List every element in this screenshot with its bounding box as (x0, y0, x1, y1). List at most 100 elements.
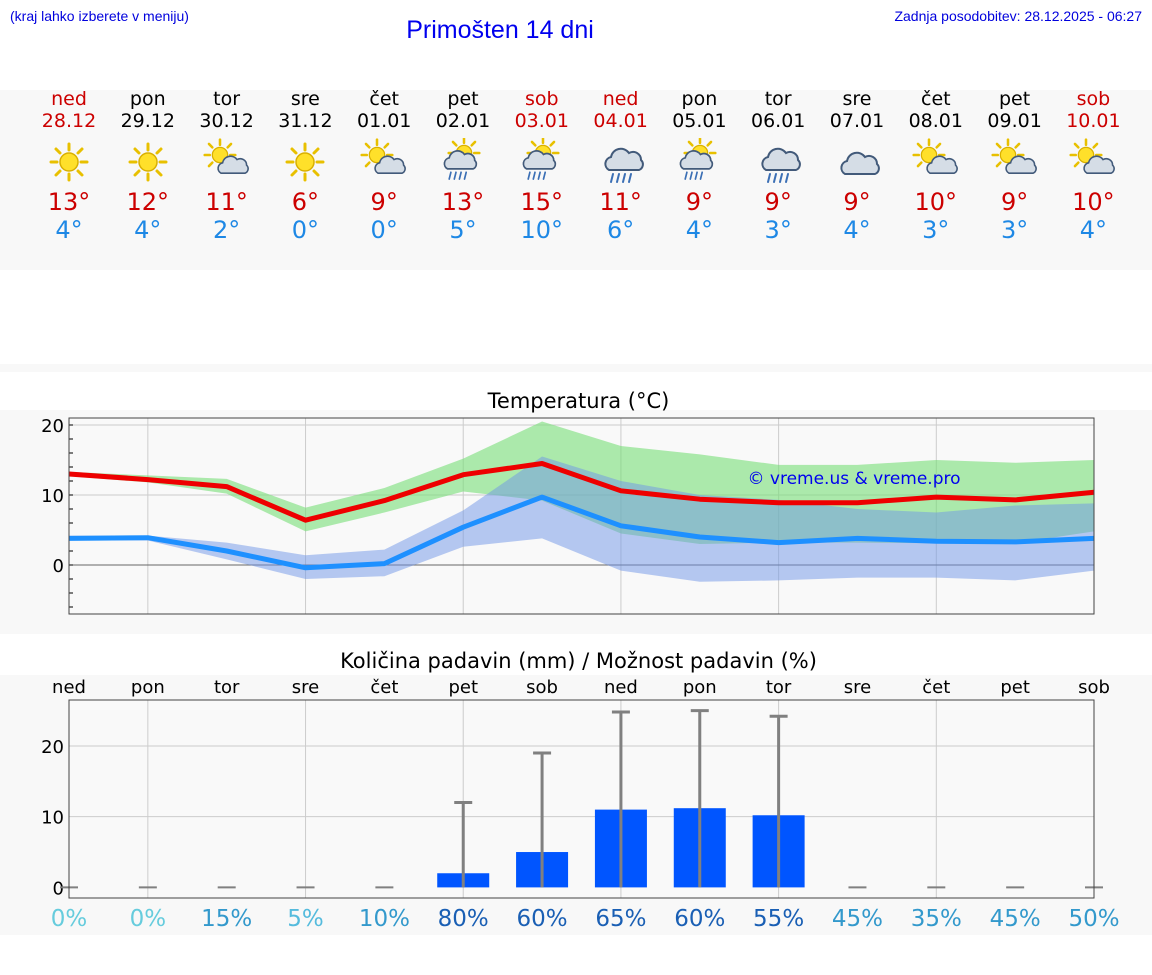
sun-cloud-icon (203, 138, 249, 174)
precip-probability: 65% (595, 906, 646, 932)
high-temp: 10° (914, 188, 958, 216)
sun-cloud-icon (991, 138, 1037, 174)
x-tick-label: tor (214, 677, 240, 698)
precip-probability: 80% (438, 906, 489, 932)
forecast-day: sre 31.12 6° 0° (266, 88, 344, 244)
precip-probability: 0% (130, 906, 167, 932)
last-update: Zadnja posodobitev: 28.12.2025 - 06:27 (894, 8, 1142, 24)
day-date: 03.01 (514, 110, 569, 132)
low-temp: 2° (212, 216, 241, 244)
day-name: pon (129, 88, 166, 110)
separator-band (0, 364, 1152, 372)
low-temp: 5° (449, 216, 477, 244)
low-temp: 0° (291, 216, 320, 244)
day-date: 09.01 (987, 110, 1042, 132)
day-name: pet (998, 88, 1031, 110)
y-tick-label: 10 (41, 808, 64, 829)
day-name: ned (602, 88, 639, 110)
day-name: sre (290, 88, 320, 110)
sun-cloud-icon (360, 138, 407, 174)
forecast-day: pon 05.01 9° 4° (660, 88, 738, 244)
x-tick-label: pon (683, 677, 717, 698)
high-temp: 13° (47, 188, 91, 216)
low-temp: 4° (55, 216, 83, 244)
day-date: 08.01 (908, 110, 963, 132)
low-temp: 0° (370, 216, 398, 244)
location-hint[interactable]: (kraj lahko izberete v meniju) (10, 8, 189, 24)
x-tick-label: tor (766, 677, 792, 698)
forecast-day: čet 01.01 9° 0° (345, 88, 423, 244)
low-temp: 4° (685, 216, 714, 244)
low-temp: 6° (606, 216, 635, 244)
forecast-day: ned 04.01 11° 6° (582, 88, 660, 244)
forecast-day: čet 08.01 10° 3° (897, 88, 975, 244)
low-temp: 4° (1079, 216, 1108, 244)
x-tick-label: ned (52, 677, 86, 698)
day-name: tor (213, 88, 241, 110)
y-tick-label: 0 (53, 556, 64, 577)
day-date: 07.01 (829, 110, 885, 132)
day-name: sob (1076, 88, 1111, 110)
day-date: 05.01 (672, 110, 727, 132)
x-tick-label: pet (1000, 677, 1030, 698)
day-name: pon (681, 88, 718, 110)
precip-probability: 45% (990, 906, 1041, 932)
min-range-band (69, 456, 1094, 582)
high-temp: 11° (599, 188, 642, 216)
high-temp: 15° (520, 188, 564, 216)
high-temp: 13° (441, 188, 485, 216)
precip-probability: 60% (517, 906, 568, 932)
day-name: sob (525, 88, 559, 110)
day-date: 30.12 (199, 110, 254, 132)
day-date: 29.12 (120, 110, 175, 132)
sun-icon (285, 142, 325, 182)
low-temp: 4° (134, 216, 162, 244)
x-tick-label: sre (844, 677, 871, 698)
y-tick-label: 0 (53, 878, 64, 899)
sun-cloud-rain-icon (522, 138, 560, 180)
plot-frame (68, 699, 1095, 899)
low-temp: 3° (764, 216, 792, 244)
day-date: 04.01 (593, 110, 648, 132)
precip-probability: 10% (359, 906, 410, 932)
forecast-day: pet 09.01 9° 3° (976, 88, 1054, 244)
precip-probability: 0% (51, 906, 88, 932)
day-date: 31.12 (278, 110, 333, 132)
low-temp: 3° (922, 216, 950, 244)
high-temp: 9° (843, 188, 871, 216)
high-temp: 6° (291, 188, 320, 216)
day-date: 28.12 (41, 110, 97, 132)
cloud-rain-icon (603, 147, 644, 183)
precip-probability: 60% (674, 906, 725, 932)
sun-cloud-rain-icon (443, 138, 481, 180)
low-temp: 3° (1000, 216, 1029, 244)
low-temp: 4° (843, 216, 871, 244)
temperature-chart: 0 10 20 Temperatura (°C) © vreme.us & vreme.… (41, 389, 1095, 615)
forecast-day: tor 30.12 11° 2° (188, 88, 266, 244)
high-temp: 10° (1072, 188, 1115, 216)
sun-cloud-rain-icon (679, 138, 717, 180)
high-temp: 12° (126, 188, 170, 216)
sun-cloud-icon (1069, 138, 1116, 174)
precip-probability: 50% (1068, 906, 1119, 932)
day-date: 02.01 (435, 110, 491, 132)
high-temp: 9° (370, 188, 398, 216)
forecast-day: pon 29.12 12° 4° (109, 88, 187, 244)
day-name: sre (842, 88, 872, 110)
low-temp: 10° (520, 216, 564, 244)
x-tick-label: čet (922, 677, 950, 698)
precip-probability: 15% (201, 906, 252, 932)
x-tick-label: ned (604, 677, 638, 698)
y-tick-label: 20 (41, 416, 64, 437)
page-title: Primošten 14 dni (406, 16, 594, 44)
forecast-day: ned 28.12 13° 4° (30, 88, 108, 244)
x-tick-label: sob (526, 677, 558, 698)
x-tick-label: čet (370, 677, 398, 698)
precipitation-chart: 0 10 20 Količina padavin (mm) / Možnost pad… (41, 649, 1119, 932)
day-name: ned (51, 88, 87, 110)
sun-icon (49, 142, 89, 182)
day-name: tor (764, 88, 792, 110)
day-name: pet (447, 88, 479, 110)
day-name: čet (921, 88, 951, 110)
sun-icon (128, 142, 168, 182)
